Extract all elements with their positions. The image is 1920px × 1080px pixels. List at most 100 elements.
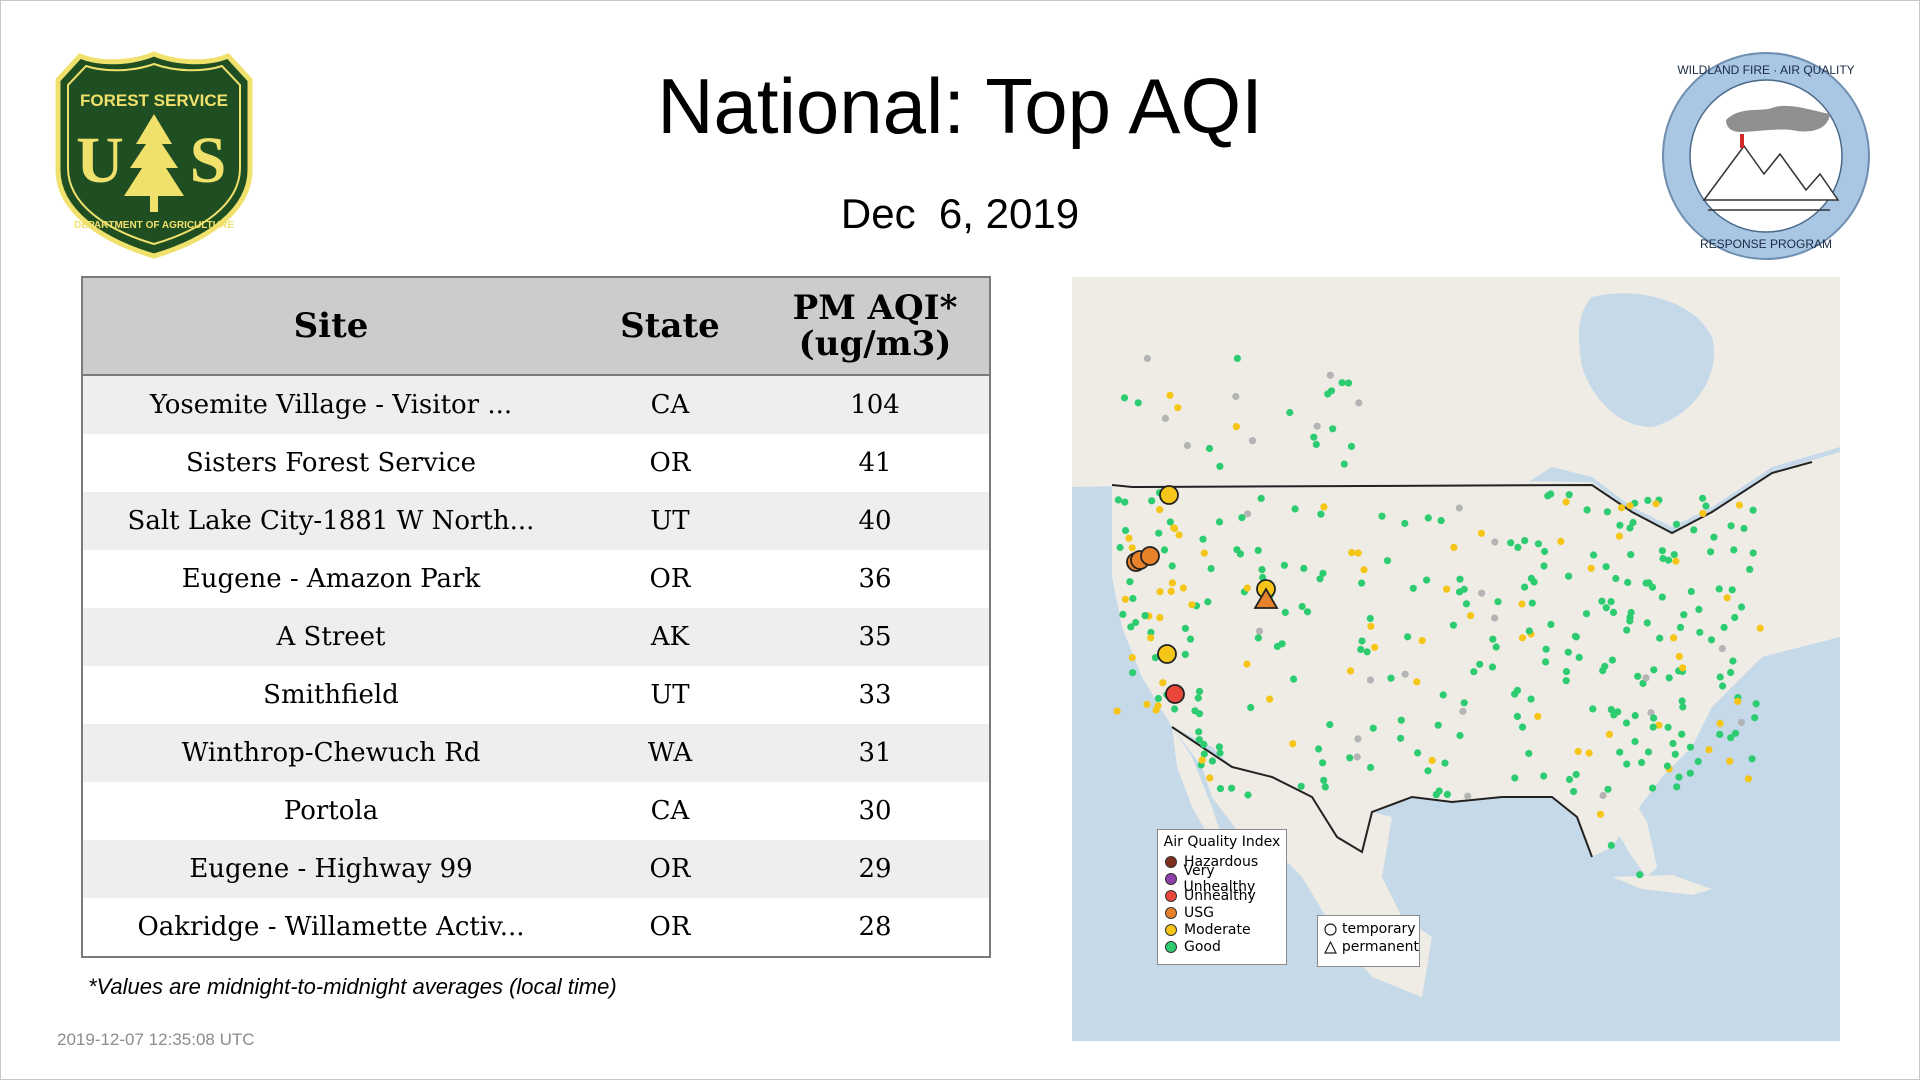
monitor-dot xyxy=(1344,379,1353,387)
monitor-dot xyxy=(1188,601,1196,609)
site-cell: Eugene - Amazon Park xyxy=(181,564,481,594)
monitor-dot xyxy=(1687,587,1695,596)
table-row: Winthrop-Chewuch Rd WA 31 xyxy=(83,724,989,782)
aqi-value-cell: 35 xyxy=(858,622,892,652)
us-border-line xyxy=(1111,461,1813,858)
monitor-dot xyxy=(1148,497,1156,505)
monitor-dot xyxy=(1649,784,1657,792)
state-cell: CA xyxy=(650,390,690,420)
monitor-dot xyxy=(1521,537,1529,545)
elevated-monitor-dot xyxy=(1159,485,1179,505)
monitor-dot xyxy=(1609,608,1618,616)
monitor-dot xyxy=(1699,509,1707,517)
monitor-dot xyxy=(1315,745,1323,753)
monitor-dot xyxy=(1228,784,1236,792)
monitor-dot xyxy=(1679,664,1687,672)
state-cell: UT xyxy=(650,680,690,710)
monitor-dot xyxy=(1324,390,1332,398)
legend-label-temporary: temporary xyxy=(1342,921,1416,937)
legend-item-permanent: permanent xyxy=(1318,938,1419,956)
monitor-dot xyxy=(1232,423,1240,431)
monitor-dot xyxy=(1254,546,1262,554)
monitor-dot xyxy=(1658,593,1666,601)
monitor-dot xyxy=(1464,792,1472,800)
wildland-fire-air-quality-logo: WILDLAND FIRE · AIR QUALITY RESPONSE PRO… xyxy=(1662,52,1870,260)
monitor-dot xyxy=(1259,573,1267,581)
monitor-dot xyxy=(1570,787,1578,796)
legend-label: USG xyxy=(1184,904,1214,921)
monitor-dot xyxy=(1738,603,1746,611)
monitor-dot xyxy=(1156,506,1164,514)
monitor-dot xyxy=(1200,750,1208,758)
monitor-dot xyxy=(1273,642,1281,650)
monitor-dot xyxy=(1179,584,1187,592)
table-row: Salt Lake City-1881 W North... UT 40 xyxy=(83,492,989,550)
table-row: Smithfield UT 33 xyxy=(83,666,989,724)
monitor-dot xyxy=(1730,546,1738,554)
monitor-dot xyxy=(1582,610,1591,618)
monitor-dot xyxy=(1731,613,1739,622)
monitor-dot xyxy=(1291,505,1299,513)
monitor-dot xyxy=(1614,708,1622,716)
site-cell: A Street xyxy=(276,622,386,652)
monitor-dot xyxy=(1338,379,1346,387)
monitor-dot xyxy=(1507,539,1515,547)
monitor-dot xyxy=(1623,760,1631,768)
monitor-dot xyxy=(1360,566,1368,574)
monitor-dot xyxy=(1255,627,1264,635)
site-cell: Yosemite Village - Visitor ... xyxy=(149,390,513,420)
monitor-dot xyxy=(1659,554,1667,563)
monitor-dot xyxy=(1542,645,1550,653)
usfs-logo-bottom-text: DEPARTMENT OF AGRICULTURE xyxy=(74,220,234,231)
aqi-value-cell: 29 xyxy=(858,854,892,884)
monitor-dot xyxy=(1716,673,1724,681)
monitor-dot xyxy=(1686,743,1694,751)
pine-tree-icon xyxy=(124,114,184,212)
monitor-dot xyxy=(1113,707,1121,715)
monitor-dot xyxy=(1470,668,1478,676)
site-cell: Smithfield xyxy=(263,680,399,710)
monitor-dot xyxy=(1636,871,1644,879)
monitor-dot xyxy=(1132,618,1140,627)
monitor-dot xyxy=(1565,491,1573,499)
monitor-dot xyxy=(1680,611,1688,619)
monitor-dot xyxy=(1204,598,1212,606)
monitor-dot xyxy=(1749,506,1757,514)
monitor-dot xyxy=(1414,749,1422,757)
monitor-dot xyxy=(1134,399,1142,407)
triangle-icon xyxy=(1324,940,1337,954)
monitor-dot xyxy=(1208,757,1216,765)
monitor-dot xyxy=(1734,697,1742,705)
monitor-dot xyxy=(1303,608,1312,616)
monitor-dot xyxy=(1141,612,1149,620)
monitor-dot xyxy=(1525,627,1533,635)
monitor-dot xyxy=(1608,656,1616,664)
state-cell: OR xyxy=(649,448,691,478)
legend-item: Good xyxy=(1158,938,1286,955)
monitor-dot xyxy=(1631,712,1639,720)
monitor-dot xyxy=(1154,702,1162,710)
state-cell: UT xyxy=(650,506,690,536)
monitor-dot xyxy=(1603,508,1611,516)
monitor-dot xyxy=(1216,462,1224,470)
top-aqi-table: Site State PM AQI* (ug/m3) Yosemite Vill… xyxy=(81,276,991,958)
monitor-dot xyxy=(1363,648,1371,656)
monitor-markers xyxy=(1113,354,1764,879)
site-cell: Salt Lake City-1881 W North... xyxy=(127,506,535,536)
monitor-dot xyxy=(1200,740,1208,748)
monitor-dot xyxy=(1596,810,1605,818)
monitor-dot xyxy=(1353,753,1361,761)
monitor-dot xyxy=(1387,674,1395,682)
monitor-dot xyxy=(1696,628,1704,636)
monitor-dot xyxy=(1751,714,1759,722)
monitor-dot xyxy=(1317,510,1325,518)
legend-item: Very Unhealthy xyxy=(1158,863,1286,895)
site-cell: Eugene - Highway 99 xyxy=(189,854,473,884)
monitor-dot xyxy=(1358,579,1366,587)
monitor-dot xyxy=(1397,716,1405,724)
monitor-dot xyxy=(1121,498,1129,506)
monitor-dot xyxy=(1238,514,1246,522)
monitor-dot xyxy=(1664,556,1673,564)
aqi-value-cell: 41 xyxy=(858,448,892,478)
monitor-dot xyxy=(1159,679,1167,687)
